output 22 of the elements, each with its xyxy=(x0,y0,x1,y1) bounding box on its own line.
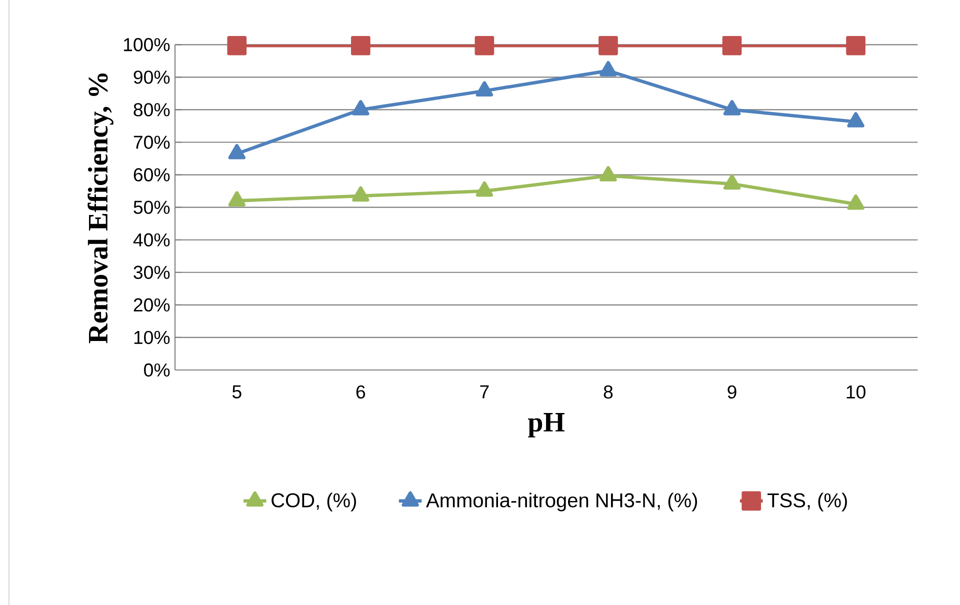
y-tick-label: 40% xyxy=(133,233,170,246)
x-tick-label: 9 xyxy=(728,385,736,399)
y-tick-label: 0% xyxy=(144,363,170,377)
y-tick-label: 10% xyxy=(134,330,170,344)
y-tick-label: 50% xyxy=(134,200,170,214)
x-tick-label: 5 xyxy=(232,385,242,398)
x-tick-label: 6 xyxy=(356,385,366,399)
x-tick-label: 7 xyxy=(480,385,489,398)
y-tick-label: 70% xyxy=(134,136,170,149)
x-tick-label: 10 xyxy=(846,385,866,399)
y-tick-label: 60% xyxy=(134,168,170,182)
y-tick-label: 80% xyxy=(134,103,170,116)
y-tick-label: 30% xyxy=(134,266,170,279)
y-axis-title: Removal Efficiency, % xyxy=(88,73,114,344)
x-tick-label: 8 xyxy=(604,385,613,399)
legend-label: Ammonia-nitrogen NH3-N, (%) xyxy=(426,492,697,512)
x-axis-title: pH xyxy=(528,413,565,438)
y-tick-label: 100% xyxy=(124,38,170,52)
y-tick-label: 90% xyxy=(134,70,170,84)
y-tick-label: 20% xyxy=(134,298,170,312)
legend-label: COD, (%) xyxy=(272,492,356,512)
legend-label: TSS, (%) xyxy=(768,492,847,512)
